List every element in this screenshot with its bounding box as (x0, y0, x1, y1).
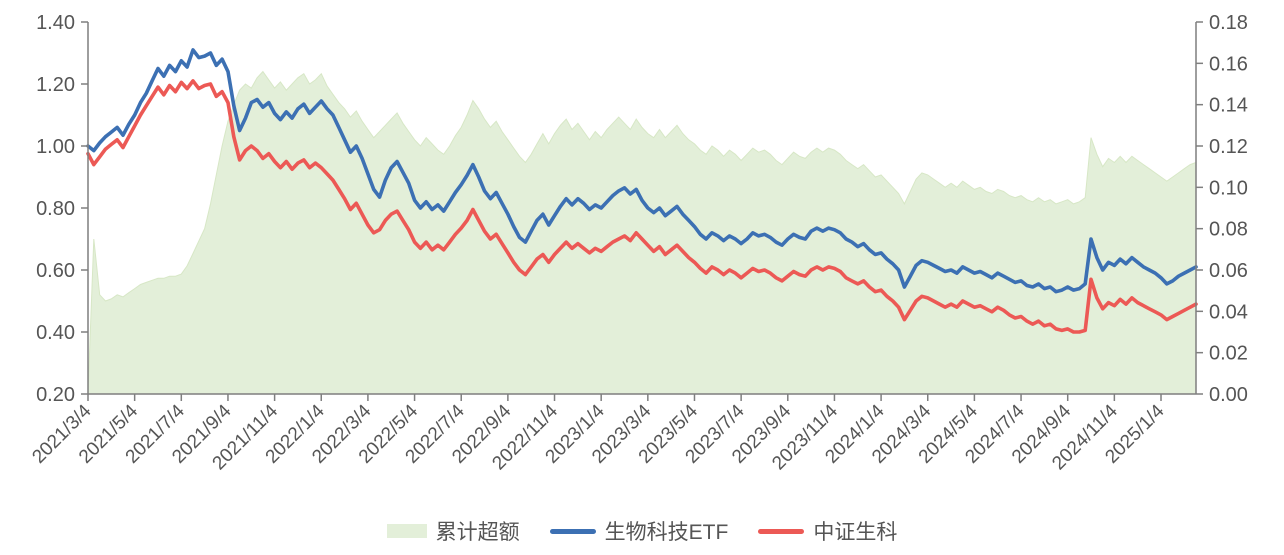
legend-label-cumulative-excess: 累计超额 (435, 521, 520, 544)
biotech-etf-line (86, 48, 1198, 294)
right-axis-tick-label: 0.14 (1209, 95, 1248, 117)
left-axis-tick-label: 0.80 (36, 198, 75, 220)
right-axis-tick-label: 0.08 (1209, 219, 1248, 241)
legend-item-csi-bioscience: 中证生科 (758, 516, 897, 546)
legend-label-csi-bioscience: 中证生科 (813, 521, 898, 544)
right-axis-tick-label: 0.04 (1209, 301, 1248, 323)
area-swatch (386, 524, 427, 538)
right-axis-tick-label: 0.18 (1209, 12, 1248, 34)
left-axis-tick-label: 0.40 (36, 322, 75, 344)
blue-line-swatch (549, 528, 596, 534)
legend-label-biotech-etf: 生物科技ETF (604, 521, 729, 544)
legend-item-cumulative-excess: 累计超额 (386, 516, 520, 546)
legend-item-biotech-etf: 生物科技ETF (549, 516, 729, 546)
left-axis-tick-label: 1.40 (36, 12, 75, 34)
red-line-swatch (758, 528, 805, 534)
left-axis-tick-label: 0.60 (36, 260, 75, 282)
right-axis-tick-label: 0.16 (1209, 53, 1248, 75)
right-axis-tick-label: 0.02 (1209, 343, 1248, 365)
right-axis-tick-label: 0.06 (1209, 260, 1248, 282)
cumulative-excess-area (87, 70, 1197, 395)
legend: 累计超额 生物科技ETF 中证生科 (0, 507, 1284, 555)
right-axis-tick-label: 0.12 (1209, 136, 1248, 158)
chart-canvas: 1.40 1.20 1.00 0.80 0.60 0.40 0.20 0.18 0.16 0.14… (28, 12, 1248, 474)
right-axis-tick-label: 0.10 (1209, 177, 1248, 199)
left-axis-tick-label: 1.00 (36, 136, 75, 158)
right-axis-tick-label: 0.00 (1209, 384, 1248, 406)
left-axis-tick-label: 0.20 (36, 384, 75, 406)
csi-bioscience-line (86, 79, 1198, 334)
left-axis-tick-label: 1.20 (36, 74, 75, 96)
